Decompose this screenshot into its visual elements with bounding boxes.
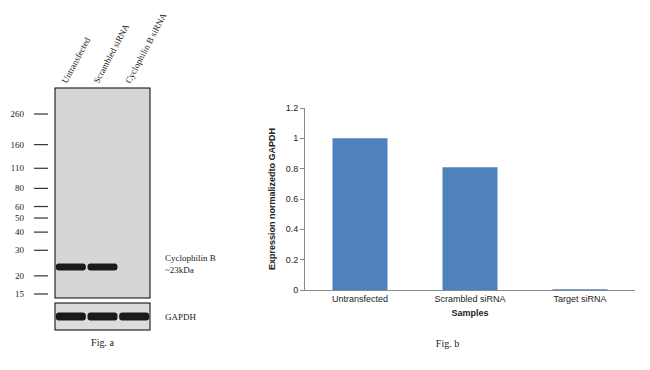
svg-text:Cyclophilin B siRNA: Cyclophilin B siRNA (123, 11, 169, 85)
svg-text:0: 0 (293, 285, 298, 295)
svg-text:Cyclophilin B: Cyclophilin B (165, 253, 216, 263)
svg-text:30: 30 (15, 245, 25, 255)
svg-text:15: 15 (15, 289, 25, 299)
svg-text:60: 60 (15, 202, 25, 212)
svg-text:260: 260 (11, 109, 25, 119)
svg-text:Untransfected: Untransfected (60, 35, 93, 85)
svg-text:Scrambled siRNA: Scrambled siRNA (91, 22, 132, 85)
svg-text:Expression normalizedto GAPDH: Expression normalizedto GAPDH (267, 128, 277, 270)
html-text:Fig. b: Fig. b (435, 338, 460, 349)
svg-text:Samples: Samples (451, 308, 488, 318)
svg-text:0.2: 0.2 (286, 255, 299, 265)
svg-text:20: 20 (15, 271, 25, 281)
svg-text:160: 160 (11, 140, 25, 150)
svg-text:80: 80 (15, 183, 25, 193)
svg-text:Scrambled siRNA: Scrambled siRNA (434, 294, 505, 304)
svg-text:0.6: 0.6 (286, 194, 299, 204)
svg-text:~23kDa: ~23kDa (165, 265, 194, 275)
svg-text:50: 50 (15, 213, 25, 223)
svg-text:40: 40 (15, 227, 25, 237)
svg-text:110: 110 (11, 163, 25, 173)
svg-text:0.8: 0.8 (286, 164, 299, 174)
svg-text:GAPDH: GAPDH (165, 312, 197, 322)
svg-text:Target siRNA: Target siRNA (553, 294, 606, 304)
svg-text:Untransfected: Untransfected (332, 294, 388, 304)
svg-text:1: 1 (293, 133, 298, 143)
svg-text:0.4: 0.4 (286, 224, 299, 234)
svg-text:1.2: 1.2 (286, 103, 299, 113)
svg-text:Fig. a: Fig. a (91, 337, 114, 348)
